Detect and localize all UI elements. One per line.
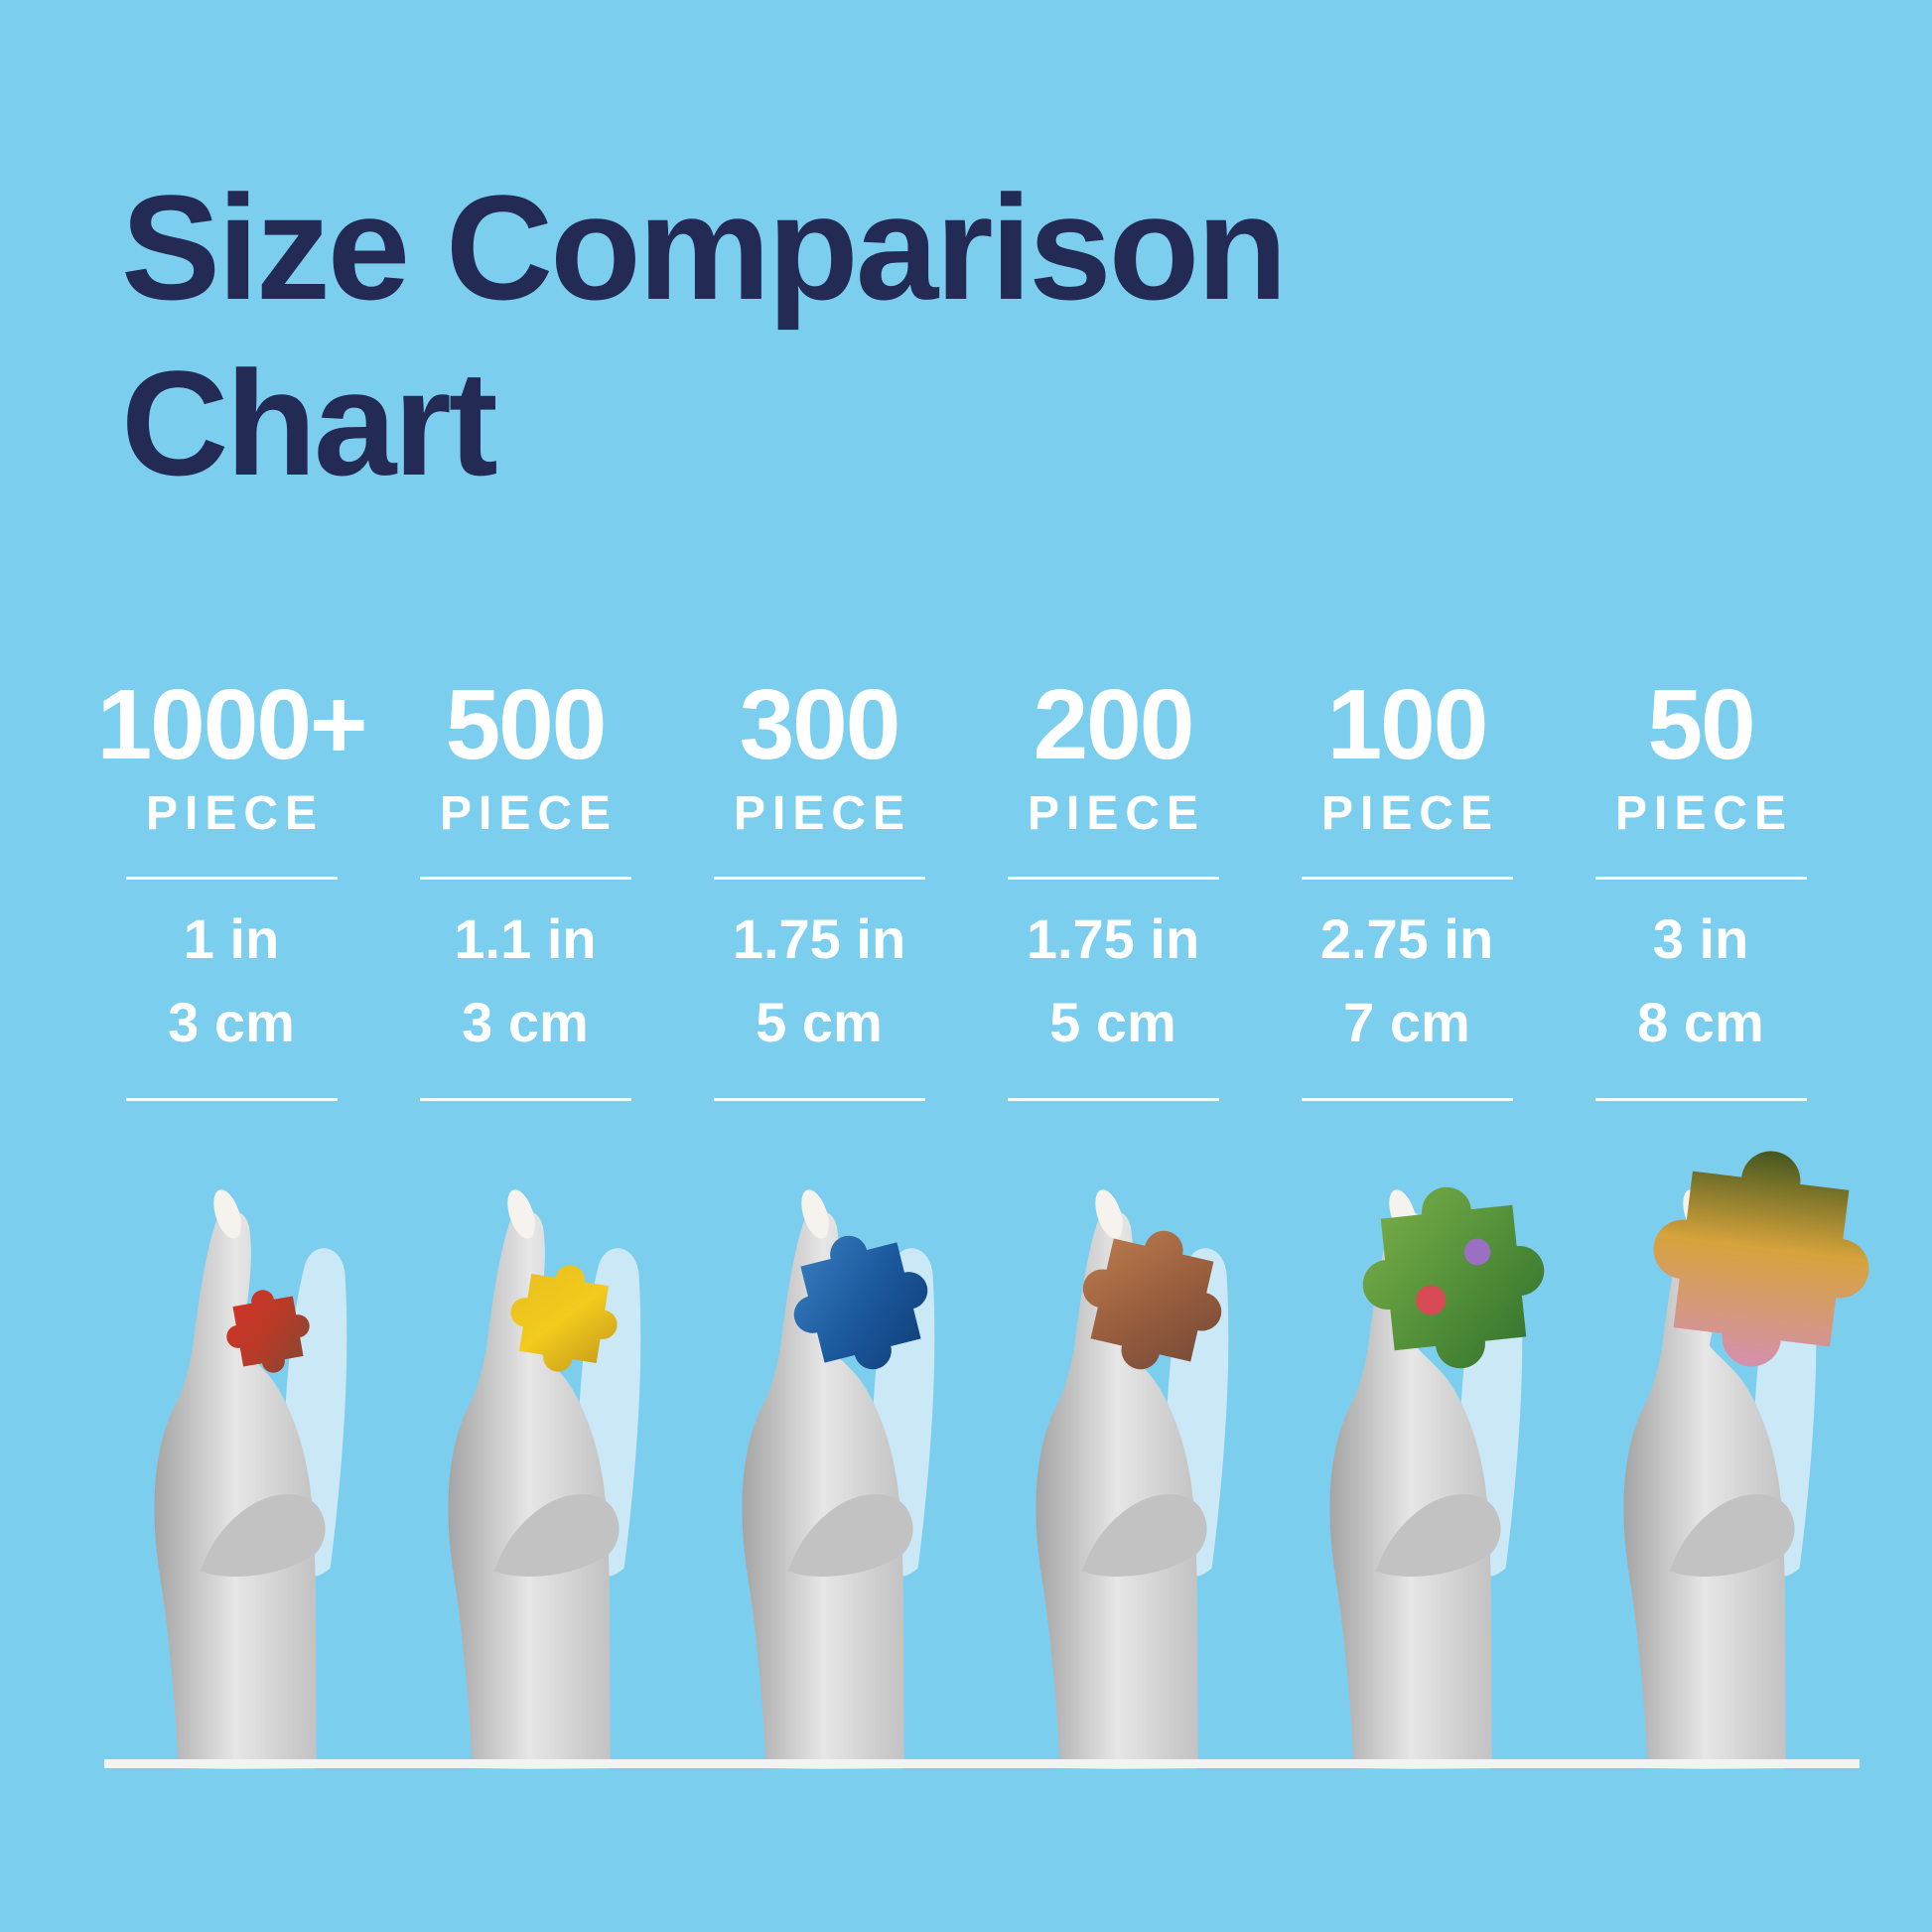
column-50-piece: 50 PIECE 3 in 8 cm bbox=[1554, 675, 1848, 1101]
size-cm: 5 cm bbox=[1049, 991, 1176, 1053]
puzzle-piece-100 bbox=[1362, 1186, 1545, 1369]
piece-label: PIECE bbox=[439, 787, 619, 840]
hands-row bbox=[84, 1124, 1869, 1769]
piece-count: 50 bbox=[1647, 669, 1755, 780]
size-inches: 1.1 in bbox=[454, 907, 597, 970]
divider-line bbox=[1301, 877, 1513, 880]
size-cm: 3 cm bbox=[168, 991, 295, 1053]
piece-count: 300 bbox=[739, 669, 901, 780]
divider-line bbox=[1007, 877, 1219, 880]
column-100-piece: 100 PIECE 2.75 in 7 cm bbox=[1260, 675, 1554, 1101]
size-cm: 7 cm bbox=[1343, 991, 1470, 1053]
hand-100-piece bbox=[1260, 1124, 1554, 1769]
piece-count: 500 bbox=[445, 669, 608, 780]
size-inches: 1.75 in bbox=[1026, 907, 1200, 970]
piece-count: 100 bbox=[1326, 669, 1489, 780]
hand-photo bbox=[448, 1185, 641, 1769]
divider-line bbox=[1594, 1098, 1807, 1101]
column-300-piece: 300 PIECE 1.75 in 5 cm bbox=[672, 675, 966, 1101]
piece-label: PIECE bbox=[1320, 787, 1500, 840]
divider-line bbox=[1594, 877, 1807, 880]
page-title: Size Comparison Chart bbox=[121, 160, 1288, 511]
bottom-baseline bbox=[104, 1759, 1860, 1768]
hand-500-piece bbox=[378, 1124, 672, 1769]
page-title-line1: Size Comparison bbox=[121, 163, 1288, 331]
hand-200-piece bbox=[966, 1124, 1260, 1769]
divider-line bbox=[713, 1098, 925, 1101]
size-inches: 1 in bbox=[183, 907, 280, 970]
puzzle-piece-300 bbox=[793, 1235, 928, 1370]
puzzle-piece-500 bbox=[510, 1265, 618, 1372]
divider-line bbox=[125, 1098, 338, 1101]
column-1000-piece: 1000+ PIECE 1 in 3 cm bbox=[84, 675, 378, 1101]
column-200-piece: 200 PIECE 1.75 in 5 cm bbox=[966, 675, 1260, 1101]
hand-300-piece bbox=[672, 1124, 966, 1769]
piece-count: 200 bbox=[1033, 669, 1195, 780]
comparison-columns: 1000+ PIECE 1 in 3 cm 500 PIECE 1.1 in 3… bbox=[84, 675, 1848, 1101]
hand-photo bbox=[742, 1185, 935, 1769]
piece-label: PIECE bbox=[733, 787, 912, 840]
hand-photo bbox=[154, 1185, 347, 1769]
size-inches: 2.75 in bbox=[1319, 907, 1494, 970]
puzzle-piece-200 bbox=[1082, 1230, 1222, 1370]
divider-line bbox=[1301, 1098, 1513, 1101]
page-title-line2: Chart bbox=[121, 339, 498, 506]
divider-line bbox=[419, 877, 631, 880]
flower-accent-purple bbox=[1463, 1238, 1491, 1266]
piece-label: PIECE bbox=[1027, 787, 1206, 840]
size-cm: 3 cm bbox=[462, 991, 589, 1053]
puzzle-piece-1000 bbox=[226, 1290, 310, 1373]
piece-label: PIECE bbox=[1614, 787, 1794, 840]
divider-line bbox=[125, 877, 338, 880]
piece-count: 1000+ bbox=[96, 669, 368, 780]
hand-50-piece bbox=[1554, 1124, 1869, 1769]
column-500-piece: 500 PIECE 1.1 in 3 cm bbox=[378, 675, 672, 1101]
puzzle-piece-50 bbox=[1653, 1151, 1869, 1367]
size-inches: 3 in bbox=[1652, 907, 1749, 970]
size-inches: 1.75 in bbox=[732, 907, 906, 970]
size-cm: 5 cm bbox=[756, 991, 883, 1053]
divider-line bbox=[713, 877, 925, 880]
hand-1000-piece bbox=[84, 1124, 378, 1769]
divider-line bbox=[1007, 1098, 1219, 1101]
piece-label: PIECE bbox=[145, 787, 325, 840]
divider-line bbox=[419, 1098, 631, 1101]
flower-accent-red bbox=[1416, 1285, 1447, 1315]
size-cm: 8 cm bbox=[1637, 991, 1764, 1053]
